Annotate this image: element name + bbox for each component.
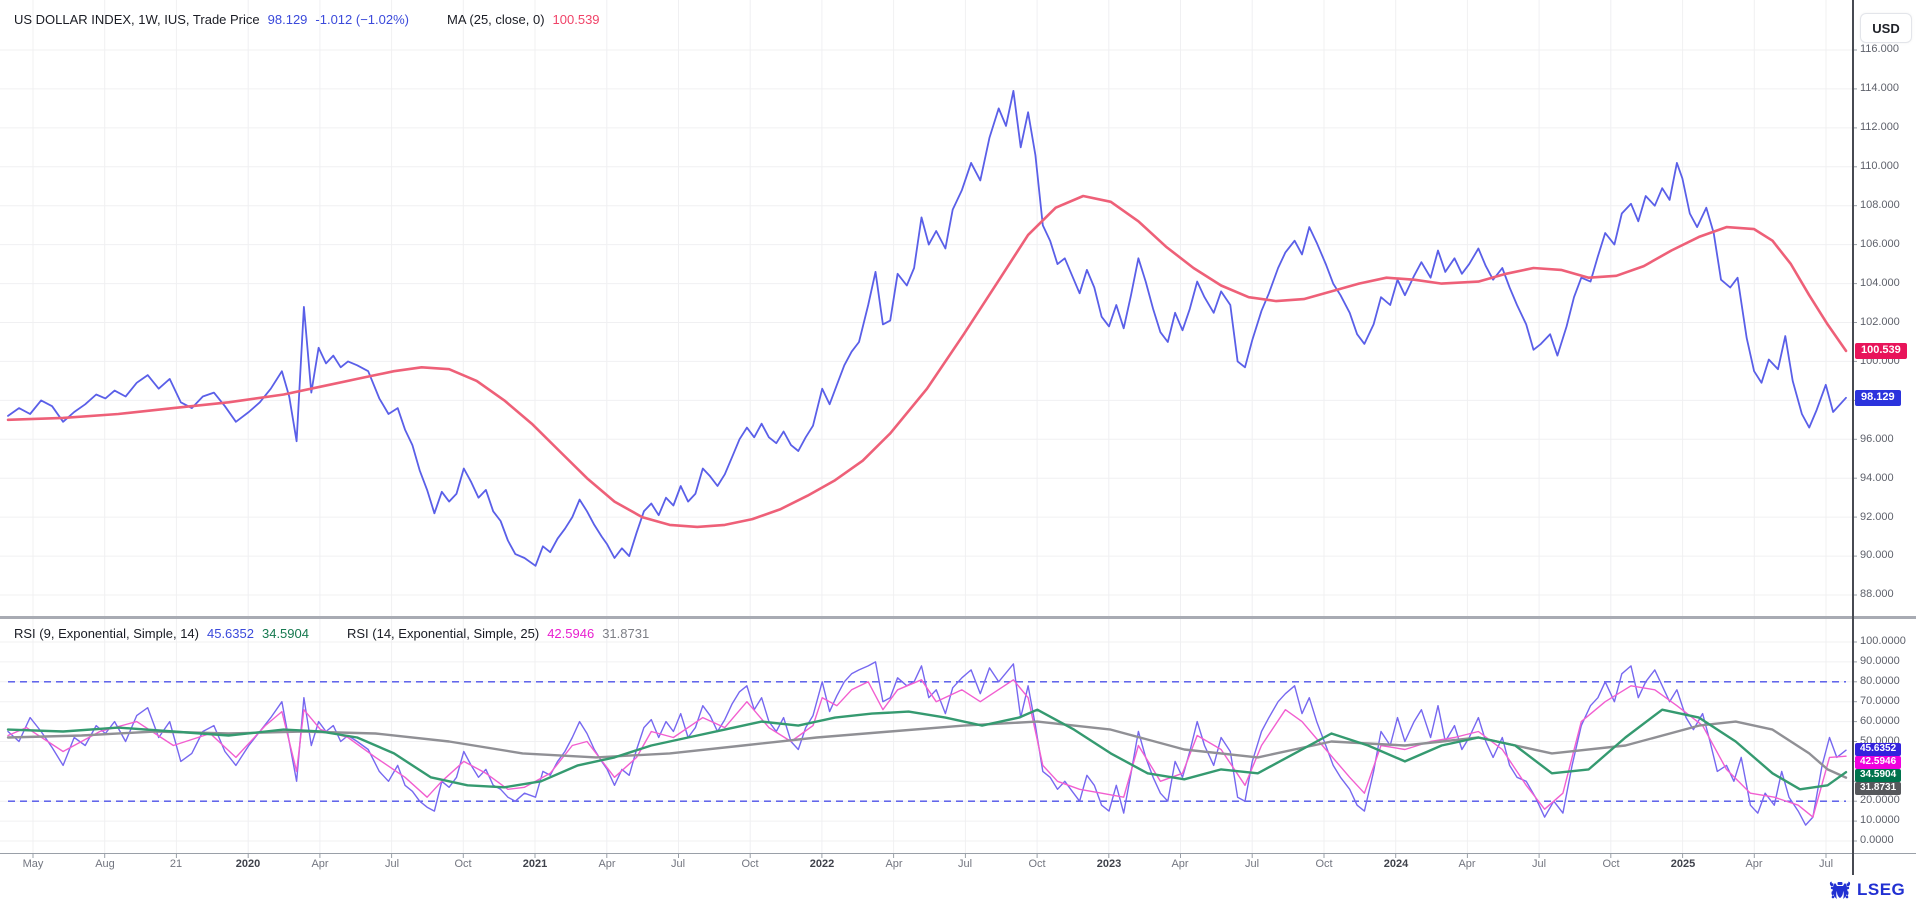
- last-price-badge: 98.129: [1855, 390, 1901, 406]
- rsi-tick: 70.0000: [1860, 695, 1900, 707]
- price-change-value: -1.012 (−1.02%): [315, 12, 409, 27]
- time-tick: Oct: [454, 858, 472, 870]
- instrument-title: US DOLLAR INDEX, 1W, IUS, Trade Price: [14, 12, 260, 27]
- price-legend[interactable]: US DOLLAR INDEX, 1W, IUS, Trade Price 98…: [14, 12, 600, 27]
- time-tick: Apr: [1745, 858, 1763, 870]
- ma-value: 100.539: [552, 12, 600, 27]
- time-tick: 2020: [235, 858, 261, 870]
- time-tick: 2022: [809, 858, 835, 870]
- time-tick: Aug: [95, 858, 115, 870]
- price-tick: 96.000: [1860, 433, 1894, 445]
- rsi-tick: 60.0000: [1860, 715, 1900, 727]
- rsi14-value: 42.5946: [547, 626, 595, 641]
- time-tick: 21: [169, 858, 183, 870]
- ma-price-badge: 100.539: [1855, 343, 1907, 359]
- rsi9-value: 45.6352: [206, 626, 254, 641]
- currency-chip-label: USD: [1872, 20, 1900, 36]
- price-tick: 102.000: [1860, 316, 1900, 328]
- rsi9-ma-badge: 34.5904: [1855, 769, 1902, 782]
- price-tick: 110.000: [1860, 160, 1899, 172]
- time-tick: Jul: [1818, 858, 1834, 870]
- time-tick: 2024: [1383, 858, 1409, 870]
- rsi14-badge: 42.5946: [1855, 756, 1902, 769]
- price-tick: 114.000: [1860, 82, 1899, 94]
- price-tick: 94.000: [1860, 472, 1894, 484]
- rsi-tick: 20.0000: [1860, 794, 1900, 806]
- rsi9-label: RSI (9, Exponential, Simple, 14): [14, 626, 199, 641]
- time-tick: Oct: [1028, 858, 1046, 870]
- time-tick: 2021: [522, 858, 548, 870]
- rsi9-badge: 45.6352: [1855, 743, 1902, 756]
- rsi-tick: 10.0000: [1860, 814, 1900, 826]
- lseg-crest-icon: [1829, 881, 1851, 899]
- price-tick: 116.000: [1860, 43, 1899, 55]
- rsi-legend[interactable]: RSI (9, Exponential, Simple, 14) 45.6352…: [14, 626, 649, 641]
- price-tick: 112.000: [1860, 121, 1899, 133]
- price-axis-line: [1852, 0, 1854, 875]
- time-tick: Jul: [1531, 858, 1547, 870]
- panel-divider[interactable]: [0, 616, 1916, 619]
- rsi14-label: RSI (14, Exponential, Simple, 25): [346, 626, 540, 641]
- time-tick: Apr: [885, 858, 903, 870]
- time-tick: Apr: [1458, 858, 1476, 870]
- rsi14-ma-value: 31.8731: [602, 626, 650, 641]
- price-tick: 108.000: [1860, 199, 1900, 211]
- currency-chip[interactable]: USD: [1860, 13, 1912, 43]
- time-tick: May: [22, 858, 44, 870]
- last-price-value: 98.129: [267, 12, 308, 27]
- time-tick: Jul: [670, 858, 686, 870]
- rsi-tick: 90.0000: [1860, 655, 1900, 667]
- time-tick: Oct: [1315, 858, 1333, 870]
- rsi-tick: 100.0000: [1860, 635, 1906, 647]
- time-axis-line: [0, 853, 1916, 854]
- price-tick: 90.000: [1860, 549, 1894, 561]
- price-tick: 106.000: [1860, 238, 1900, 250]
- time-tick: Oct: [1602, 858, 1620, 870]
- time-tick: Oct: [741, 858, 759, 870]
- rsi-tick: 0.0000: [1860, 834, 1894, 846]
- time-tick: Apr: [1171, 858, 1189, 870]
- lseg-logo: LSEG: [1828, 878, 1905, 902]
- time-tick: 2023: [1096, 858, 1122, 870]
- time-tick: 2025: [1670, 858, 1696, 870]
- price-tick: 104.000: [1860, 277, 1900, 289]
- ma-label: MA (25, close, 0): [447, 12, 545, 27]
- price-tick: 88.000: [1860, 588, 1894, 600]
- rsi14-ma-badge: 31.8731: [1855, 782, 1902, 795]
- price-tick: 92.000: [1860, 511, 1894, 523]
- lseg-logo-text: LSEG: [1857, 880, 1906, 899]
- time-tick: Jul: [957, 858, 973, 870]
- rsi-tick: 80.0000: [1860, 675, 1900, 687]
- time-tick: Jul: [1244, 858, 1260, 870]
- time-tick: Jul: [384, 858, 400, 870]
- rsi9-ma-value: 34.5904: [261, 626, 309, 641]
- time-tick: Apr: [598, 858, 616, 870]
- time-tick: Apr: [311, 858, 329, 870]
